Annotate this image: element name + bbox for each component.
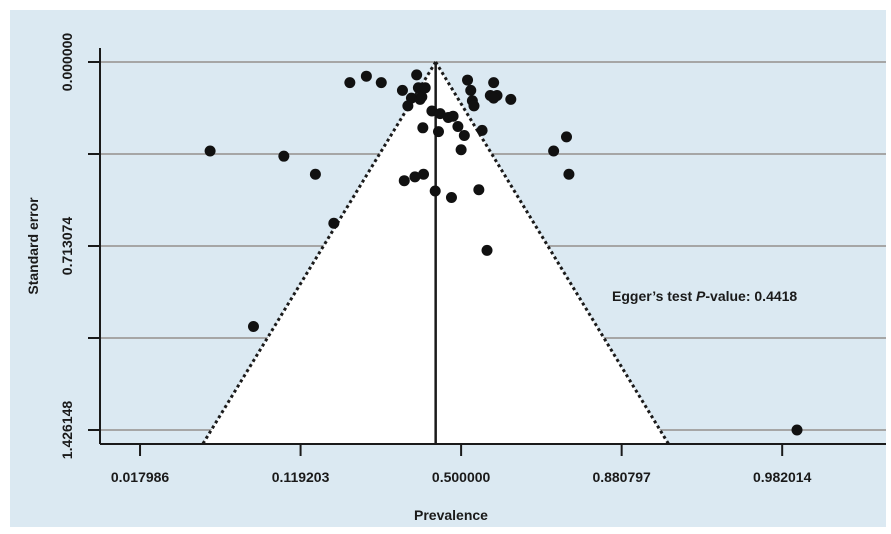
data-point-0-12 — [398, 175, 410, 187]
data-point-0-40 — [204, 145, 216, 157]
data-point-0-10 — [417, 122, 429, 134]
data-point-0-37 — [548, 145, 560, 157]
data-point-0-1 — [360, 70, 372, 82]
data-point-0-5 — [405, 92, 417, 104]
y-tick-label-0: 0.000000 — [59, 33, 75, 92]
data-point-0-6 — [411, 69, 423, 81]
data-point-0-9 — [416, 91, 428, 103]
x-tick-label-1: 0.119203 — [272, 469, 330, 485]
data-point-0-13 — [409, 171, 421, 183]
data-point-0-45 — [791, 424, 803, 436]
x-tick-label-0: 0.017986 — [111, 469, 170, 485]
data-point-0-33 — [488, 77, 500, 89]
x-tick-label-4: 0.982014 — [753, 469, 812, 485]
x-tick-label-2: 0.500000 — [432, 469, 491, 485]
data-point-0-30 — [476, 124, 488, 136]
data-point-0-14 — [419, 82, 431, 94]
y-axis-title: Standard error — [25, 197, 41, 295]
data-point-0-41 — [278, 150, 290, 162]
data-point-0-25 — [462, 74, 474, 86]
data-point-0-36 — [505, 93, 517, 105]
data-point-0-31 — [481, 244, 493, 256]
x-axis-title: Prevalence — [414, 507, 488, 523]
data-point-0-17 — [432, 126, 444, 138]
data-point-0-16 — [429, 185, 441, 197]
data-point-0-42 — [309, 168, 321, 180]
data-point-0-0 — [344, 77, 356, 89]
data-point-0-35 — [488, 92, 500, 104]
data-point-0-23 — [455, 144, 467, 156]
funnel-region — [201, 61, 670, 445]
data-point-0-2 — [375, 77, 387, 89]
x-tick-label-3: 0.880797 — [592, 469, 651, 485]
data-point-0-24 — [458, 130, 470, 142]
data-point-0-38 — [560, 131, 572, 143]
annotation-prefix: Egger’s test — [612, 288, 696, 304]
funnel-left-edge — [201, 61, 437, 445]
axes — [88, 48, 886, 456]
egger-test-annotation: Egger’s test P-value: 0.4418 — [612, 288, 797, 304]
data-point-0-26 — [465, 84, 477, 96]
data-points — [204, 69, 803, 436]
funnel-right-edge — [434, 61, 670, 445]
data-point-0-11 — [418, 168, 430, 180]
labels: Prevalence Standard error Egger’s test P… — [25, 33, 812, 523]
annotation-italic: P — [696, 288, 706, 304]
y-tick-label-2: 0.713074 — [59, 217, 75, 276]
data-point-0-43 — [328, 217, 340, 229]
data-point-0-28 — [468, 100, 480, 112]
data-point-0-20 — [445, 191, 457, 203]
data-point-0-39 — [563, 168, 575, 180]
data-point-0-3 — [396, 84, 408, 96]
y-tick-label-4: 1.426148 — [59, 401, 75, 460]
data-point-0-29 — [473, 184, 485, 196]
annotation-suffix: -value: 0.4418 — [705, 288, 797, 304]
data-point-0-44 — [247, 320, 259, 332]
data-point-0-22 — [452, 121, 464, 133]
data-point-0-21 — [447, 110, 459, 122]
